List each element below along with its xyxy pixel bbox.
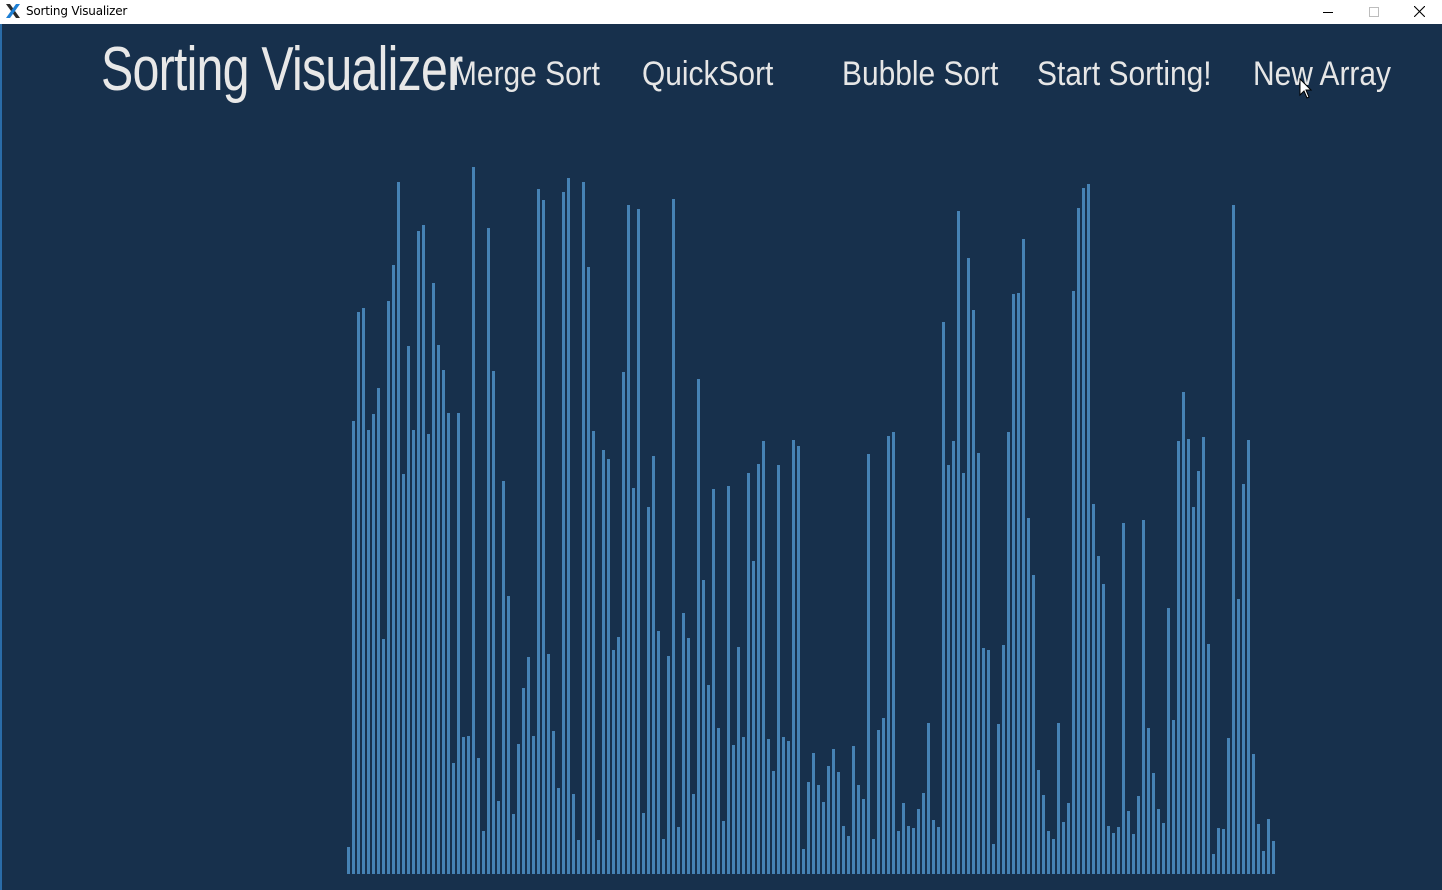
window-border xyxy=(0,24,2,890)
close-icon xyxy=(1413,6,1425,17)
window-title: Sorting Visualizer xyxy=(26,4,128,18)
maximize-button[interactable] xyxy=(1351,0,1397,23)
start-sorting-button[interactable]: Start Sorting! xyxy=(1037,55,1212,93)
brand-title: Sorting Visualizer xyxy=(101,35,463,104)
close-button[interactable] xyxy=(1396,0,1442,23)
minimize-icon xyxy=(1323,11,1333,13)
mouse-cursor-icon xyxy=(1299,78,1313,99)
app-x-icon xyxy=(6,4,20,18)
quicksort-button[interactable]: QuickSort xyxy=(642,55,774,93)
app-canvas xyxy=(1,24,1442,890)
minimize-button[interactable] xyxy=(1305,0,1351,23)
merge-sort-button[interactable]: Merge Sort xyxy=(452,55,601,93)
title-bar: Sorting Visualizer xyxy=(0,0,1442,23)
bubble-sort-button[interactable]: Bubble Sort xyxy=(842,55,999,93)
maximize-icon xyxy=(1369,6,1379,17)
new-array-button[interactable]: New Array xyxy=(1253,55,1392,93)
